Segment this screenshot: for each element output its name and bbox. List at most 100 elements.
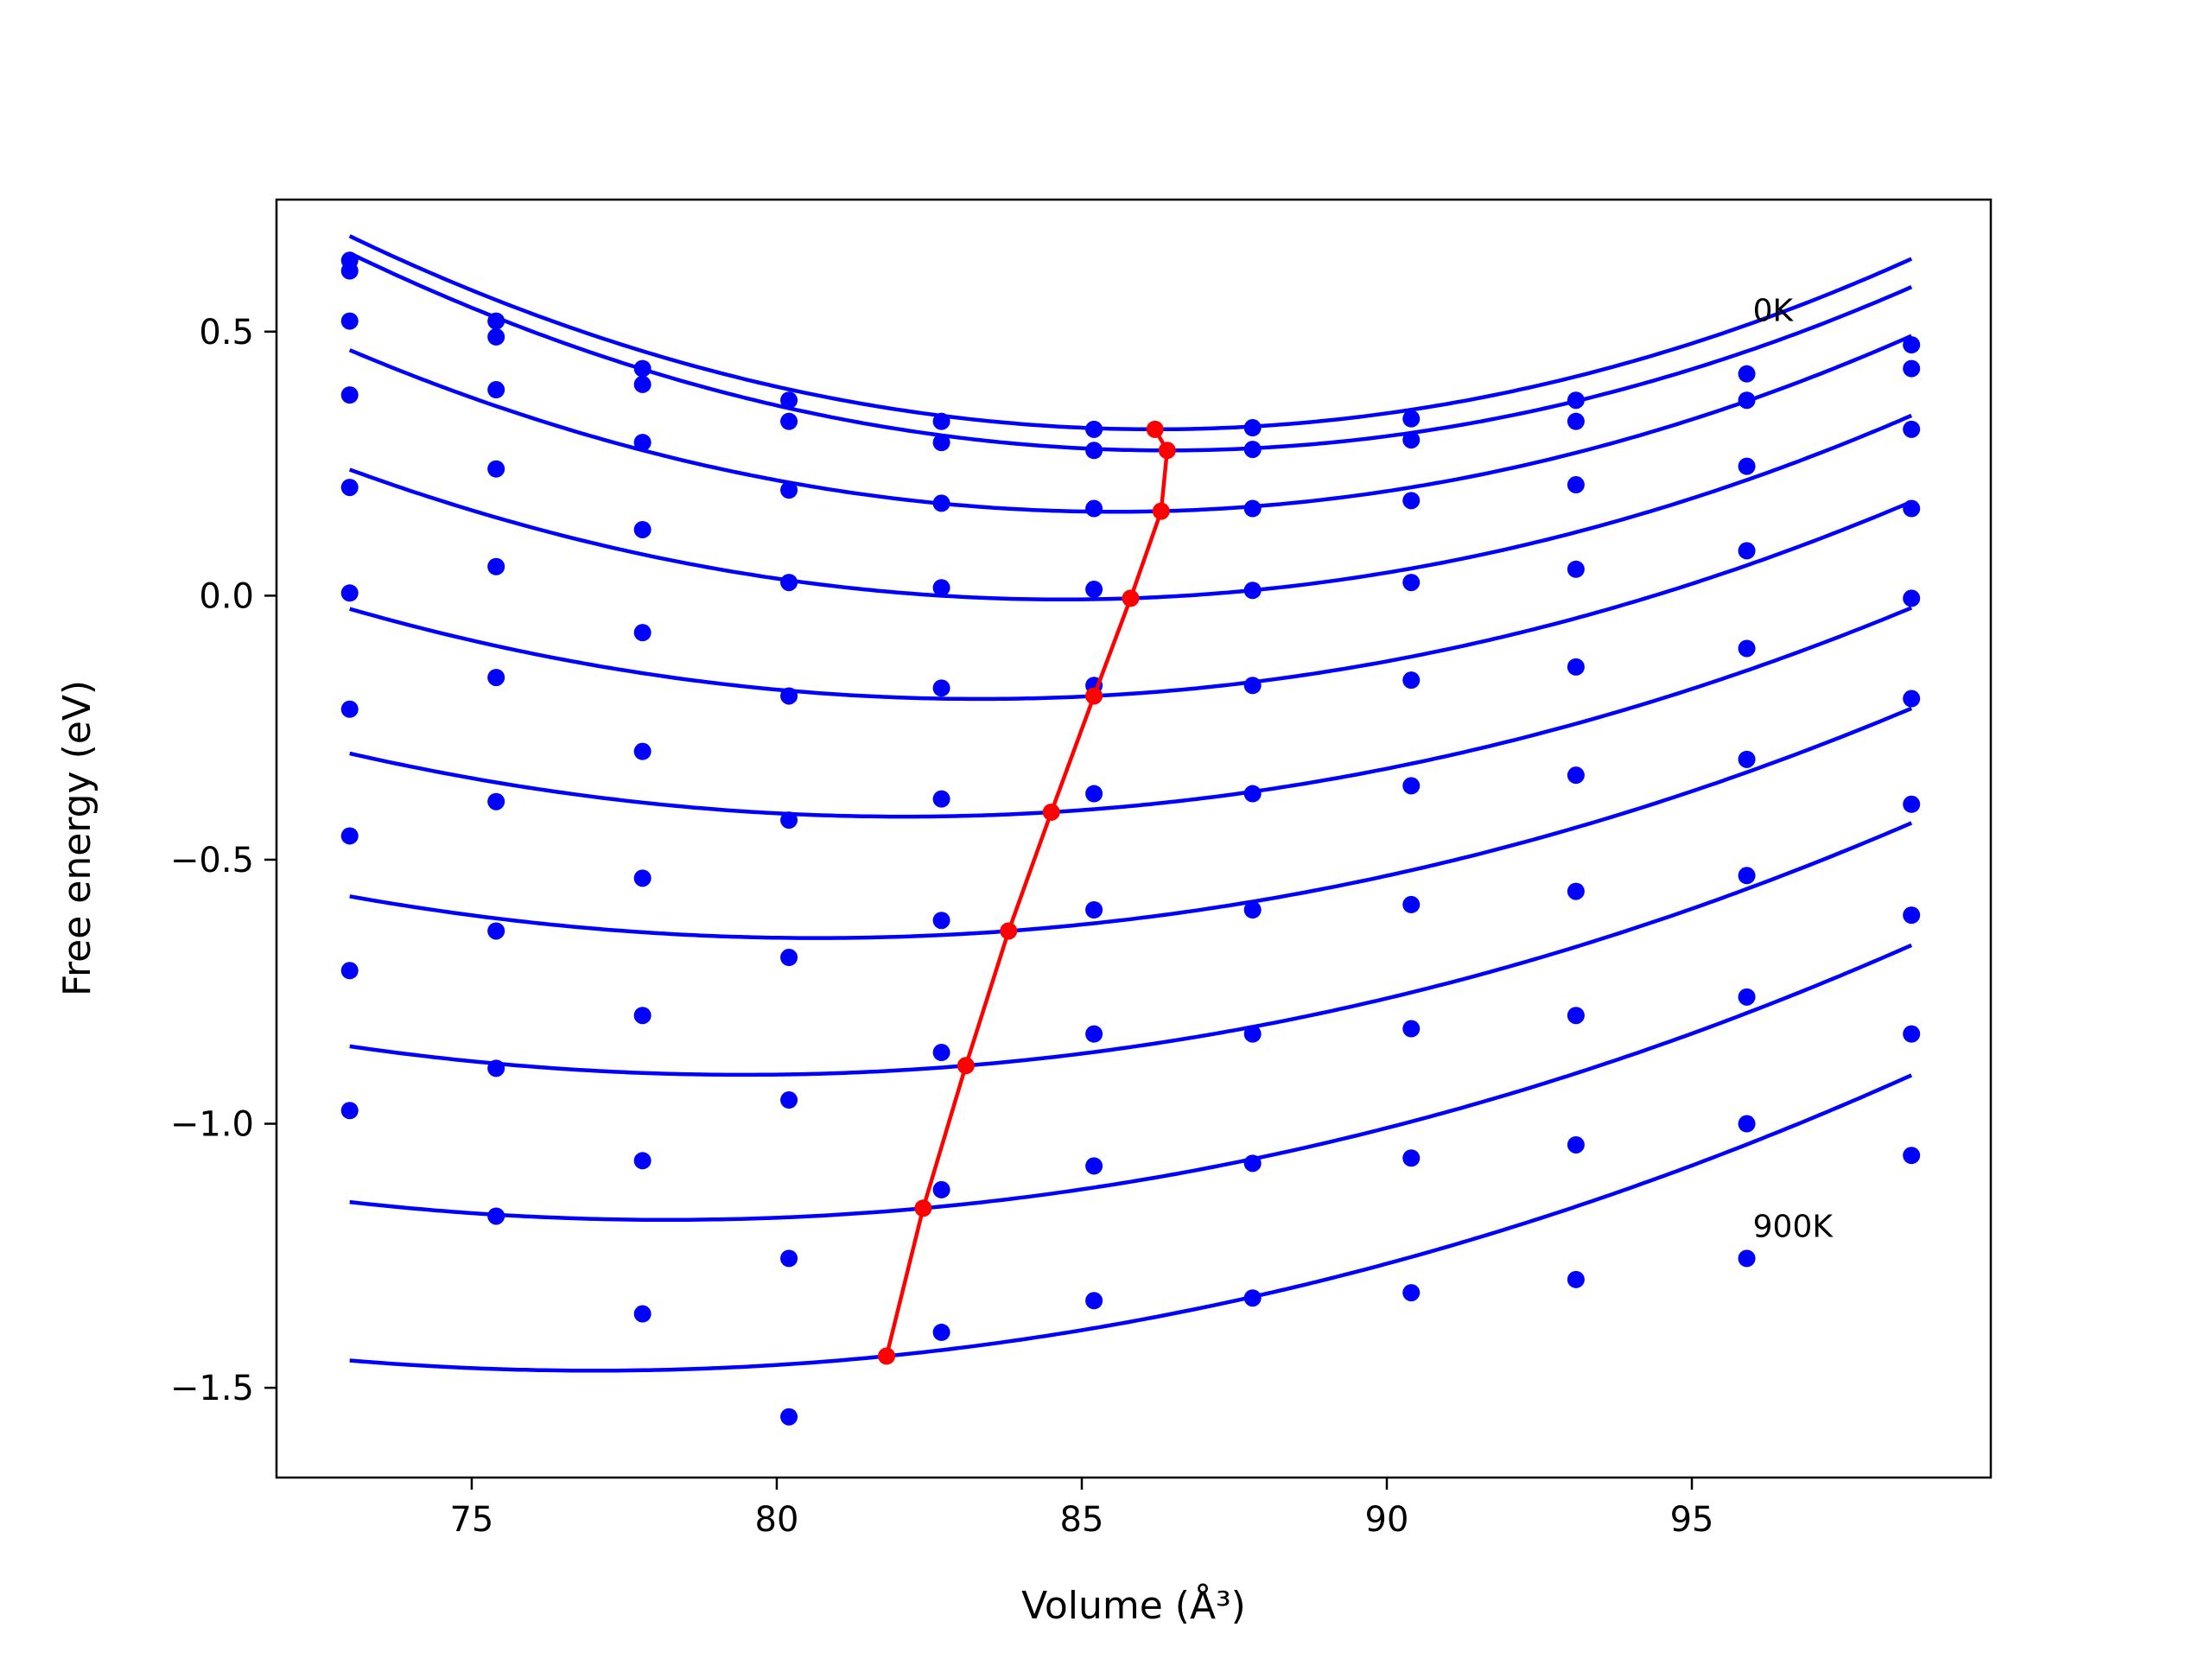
data-point [1903, 906, 1921, 925]
data-point [1903, 336, 1921, 354]
data-point [1402, 492, 1421, 510]
data-point [487, 669, 505, 687]
annotation-0k: 0K [1753, 293, 1795, 328]
data-point [780, 1249, 798, 1268]
minimum-point [1085, 687, 1103, 705]
data-point [1085, 420, 1103, 438]
x-tick-label: 95 [1670, 1500, 1714, 1540]
data-point [340, 262, 359, 280]
data-point [1738, 542, 1756, 560]
data-point [633, 1007, 652, 1025]
data-point [1402, 410, 1421, 428]
data-point [1567, 766, 1585, 785]
data-point [1402, 431, 1421, 449]
data-point [1903, 420, 1921, 438]
x-axis: 75 80 85 90 95 [449, 1478, 1713, 1540]
minimum-point [957, 1057, 975, 1075]
axes-frame [275, 198, 1993, 1479]
data-point [1903, 1025, 1921, 1043]
data-point [1243, 1025, 1262, 1043]
minimum-point [1042, 803, 1060, 821]
data-point [633, 375, 652, 393]
data-point [1402, 1020, 1421, 1038]
data-point [340, 584, 359, 602]
minimum-point [1000, 922, 1018, 940]
data-point [1085, 1157, 1103, 1175]
data-point [633, 434, 652, 452]
data-point [340, 1102, 359, 1120]
data-point [780, 1091, 798, 1109]
data-point [1243, 582, 1262, 600]
data-point [780, 412, 798, 430]
data-point [1567, 1270, 1585, 1288]
data-point [1243, 785, 1262, 803]
data-point [1903, 359, 1921, 378]
data-point [1903, 690, 1921, 708]
data-point [932, 1323, 950, 1341]
data-point [487, 312, 505, 330]
data-point [487, 922, 505, 940]
data-point [487, 792, 505, 810]
data-point [932, 412, 950, 430]
x-tick-label: 90 [1365, 1500, 1409, 1540]
data-point [1243, 677, 1262, 695]
fit-curve-6 [349, 706, 1913, 940]
x-tick-label: 75 [449, 1500, 493, 1540]
fit-curve-1 [348, 251, 1913, 453]
data-point [1567, 476, 1585, 494]
data-point [1738, 750, 1756, 768]
data-point [932, 434, 950, 452]
fit-curve-0 [348, 234, 1913, 432]
minimum-line [884, 428, 1170, 1357]
data-point [1085, 1292, 1103, 1310]
data-point [780, 687, 798, 705]
x-axis-label: Volume (Å³) [1021, 1582, 1246, 1628]
data-point [1738, 1249, 1756, 1268]
data-point [487, 381, 505, 399]
data-point [780, 481, 798, 499]
data-point [1738, 867, 1756, 885]
data-point [1243, 901, 1262, 919]
data-point [633, 1305, 652, 1323]
annotation-900k: 900K [1753, 1210, 1834, 1245]
data-point [932, 679, 950, 697]
y-axis-label: Free energy (eV) [55, 680, 99, 996]
data-point [932, 579, 950, 597]
data-point [487, 557, 505, 575]
data-point [1903, 499, 1921, 518]
data-point [340, 962, 359, 980]
data-point [1567, 412, 1585, 430]
data-point [633, 520, 652, 538]
data-point [780, 811, 798, 830]
data-point [487, 460, 505, 478]
y-tick-label: 0.0 [199, 576, 254, 616]
data-point [340, 312, 359, 330]
fit-curve-7 [349, 821, 1913, 1077]
data-point [1903, 795, 1921, 813]
data-point [633, 742, 652, 760]
data-point [1085, 901, 1103, 919]
data-point [633, 624, 652, 642]
data-point [1085, 499, 1103, 518]
minimum-point [1122, 589, 1140, 607]
data-point [340, 700, 359, 718]
data-point [932, 1180, 950, 1198]
y-tick-label: −0.5 [170, 841, 254, 880]
data-point [340, 479, 359, 497]
minimum-point [1146, 420, 1164, 438]
fit-curve-2 [348, 334, 1913, 514]
data-point [1243, 499, 1262, 518]
data-point [780, 574, 798, 592]
data-point [1903, 1147, 1921, 1165]
data-point [1085, 581, 1103, 599]
data-point [1243, 441, 1262, 459]
fit-curve-9 [349, 1073, 1913, 1373]
minimum-point [1158, 442, 1176, 460]
data-point [1567, 1007, 1585, 1025]
x-tick-label: 85 [1060, 1500, 1104, 1540]
data-point [1738, 988, 1756, 1006]
y-tick-label: −1.5 [170, 1369, 254, 1408]
x-tick-label: 80 [755, 1500, 799, 1540]
y-tick-label: −1.0 [170, 1105, 254, 1145]
